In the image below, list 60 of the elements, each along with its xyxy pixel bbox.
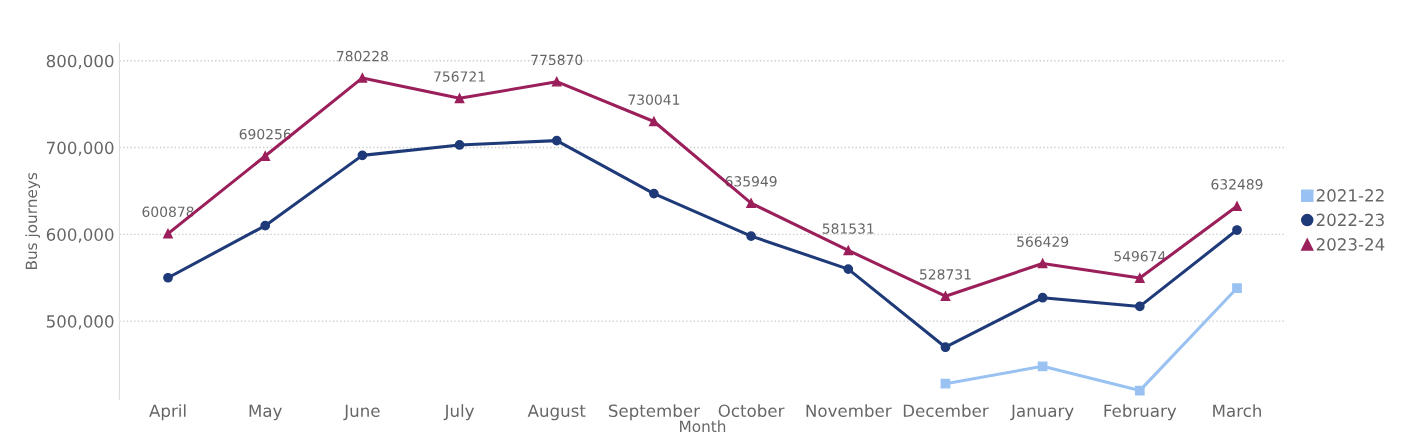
point [551,76,562,87]
x-tick-label: October [718,404,785,418]
point [843,264,854,274]
data-label: 775870 [531,54,583,66]
data-label: 528731 [920,269,971,280]
x-tick-label: August [527,404,586,421]
x-tick-label: January [1010,404,1074,421]
point [1232,225,1242,235]
y-tick-label: 800,000 [46,54,114,70]
data-label: 549674 [1114,250,1166,262]
data-label: 581531 [822,223,874,234]
point [649,116,659,127]
point [649,188,659,199]
x-tick-label: June [343,404,380,421]
point [1037,361,1048,372]
legend-label: 2023-24 [1316,238,1385,251]
point [940,291,951,302]
x-tick-label: September [608,404,700,421]
legend-label: 2022-23 [1316,213,1384,227]
point [1037,258,1048,269]
point [940,342,951,353]
x-tick-label: November [806,404,892,418]
point [551,135,562,146]
point [454,140,465,150]
point [1134,385,1145,396]
data-label: 780228 [337,50,388,62]
data-label: 730041 [628,94,680,105]
point [1134,301,1145,312]
data-label: 566429 [1017,236,1069,247]
x-tick-label: May [249,404,282,421]
x-axis-title: Month [680,420,726,433]
point [1037,292,1048,303]
point [357,73,368,83]
point [163,228,173,239]
point [746,198,756,209]
data-label: 756721 [434,71,485,82]
x-tick-label: July [443,404,475,421]
x-tick-label: April [149,404,186,421]
y-tick-label: 500,000 [46,315,114,330]
point [843,245,854,256]
x-tick-label: February [1104,404,1177,421]
point [1232,283,1242,294]
point [163,272,173,283]
x-tick-label: December [903,404,989,418]
point [1134,273,1145,283]
data-label: 600878 [142,206,194,218]
point [357,150,368,161]
legend-label: 2021-22 [1316,189,1384,202]
x-tick-label: March [1213,404,1261,418]
point [454,93,465,104]
point [940,378,951,389]
data-label: 632489 [1211,179,1263,190]
y-tick-label: 600,000 [46,228,114,243]
y-tick-label: 700,000 [47,141,114,156]
data-label: 635949 [725,176,777,187]
point [260,220,271,231]
point [1232,201,1242,212]
point [260,151,271,161]
point [746,231,756,241]
y-axis-title: Bus journeys [25,172,41,270]
